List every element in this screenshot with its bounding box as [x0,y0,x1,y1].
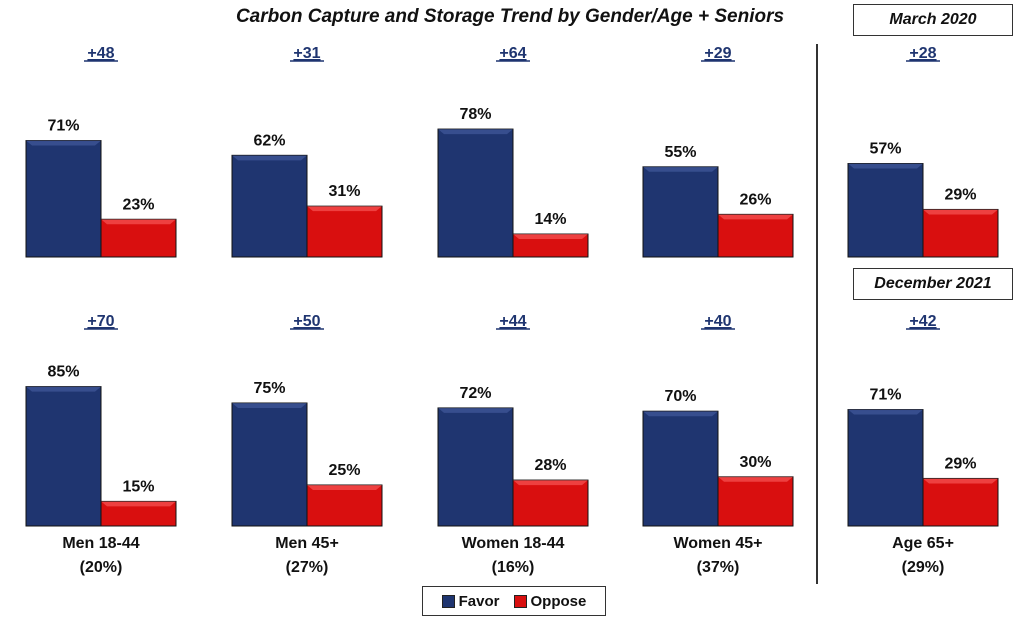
oppose-bar-men-18-44-2021-bevel [101,501,176,507]
favor-value-women-45--2021: 70% [664,388,696,405]
category-share: (27%) [285,559,329,576]
favor-value-age-65--2020: 57% [869,141,901,158]
category-label-men-45-: Men 45+ (27%) [217,532,397,580]
favor-value-women-18-44-2020: 78% [459,106,491,123]
category-label-women-18-44: Women 18-44 (16%) [423,532,603,580]
net-diff-age-65--2020: +28 [909,45,936,62]
favor-bar-women-18-44-2021 [437,407,514,527]
favor-bar-men-18-44-2021-bevel [26,386,101,392]
oppose-value-women-18-44-2020: 14% [534,211,566,228]
category-label-age-65-: Age 65+ (29%) [833,532,1013,580]
net-diff-men-18-44-2021: +70 [87,313,114,330]
category-name: Women 18-44 [461,535,565,552]
category-name: Age 65+ [892,535,954,552]
favor-bar-women-45--2021 [642,410,719,527]
favor-bar-men-18-44-2021 [25,386,102,527]
net-diff-women-45--2021: +40 [704,313,731,330]
category-label-men-18-44: Men 18-44 (20%) [11,532,191,580]
oppose-bar-women-45--2021-bevel [718,476,793,482]
favor-value-men-45--2021: 75% [253,380,285,397]
oppose-value-women-45--2020: 26% [739,191,771,208]
legend: Favor Oppose [422,586,606,616]
net-diff-women-18-44-2021: +44 [499,313,526,330]
net-diff-age-65--2021: +42 [909,313,936,330]
favor-bar-age-65--2021-bevel [848,409,923,415]
legend-item-oppose: Oppose [513,592,587,610]
oppose-bar-age-65--2021-bevel [923,478,998,484]
seniors-divider [816,44,818,584]
category-share: (16%) [491,559,535,576]
net-diff-men-18-44-2020: +48 [87,45,114,62]
favor-bar-women-45--2020 [642,166,719,258]
favor-value-age-65--2021: 71% [869,387,901,404]
favor-bar-women-45--2021-bevel [643,411,718,417]
chart-title: Carbon Capture and Storage Trend by Gend… [235,6,785,27]
oppose-bar-men-45--2021 [306,484,383,527]
oppose-swatch [513,594,527,608]
oppose-bar-women-18-44-2021 [512,479,589,527]
favor-value-men-45--2020: 62% [253,132,285,149]
net-diff-men-45--2021: +50 [293,313,320,330]
oppose-value-women-18-44-2021: 28% [534,457,566,474]
oppose-bar-men-45--2021-bevel [307,485,382,490]
favor-bar-women-18-44-2020-bevel [438,129,513,135]
category-label-women-45-: Women 45+ (37%) [628,532,808,580]
category-share: (37%) [696,559,740,576]
oppose-bar-age-65--2021 [922,477,999,527]
favor-bar-men-18-44-2020 [25,140,102,258]
favor-bar-men-18-44-2020-bevel [26,140,101,146]
oppose-value-men-18-44-2020: 23% [122,196,154,213]
legend-item-favor: Favor [441,592,500,610]
oppose-value-age-65--2021: 29% [944,455,976,472]
period-label-march-2020: March 2020 [853,4,1013,36]
favor-bar-age-65--2020 [847,163,924,258]
oppose-bar-men-18-44-2020 [100,218,177,258]
oppose-bar-women-18-44-2020-bevel [513,234,588,240]
oppose-value-men-18-44-2021: 15% [122,478,154,495]
net-diff-women-18-44-2020: +64 [499,45,526,62]
oppose-bar-men-18-44-2020-bevel [101,219,176,225]
oppose-value-age-65--2020: 29% [944,186,976,203]
favor-bar-men-45--2021-bevel [232,403,307,408]
oppose-bar-age-65--2020 [922,208,999,258]
period-label-december-2021: December 2021 [853,268,1013,300]
net-diff-women-45--2020: +29 [704,45,731,62]
favor-value-men-18-44-2021: 85% [47,364,79,381]
category-share: (29%) [901,559,945,576]
favor-bar-men-45--2020 [231,154,308,258]
net-diff-men-45--2020: +31 [293,45,320,62]
favor-bar-women-18-44-2021-bevel [438,407,513,413]
legend-label-favor: Favor [458,592,500,610]
favor-bar-men-45--2020-bevel [232,155,307,161]
oppose-bar-men-45--2020-bevel [307,206,382,212]
oppose-value-women-45--2021: 30% [739,454,771,471]
category-name: Women 45+ [673,535,763,552]
oppose-bar-women-45--2021 [717,476,794,527]
favor-bar-women-45--2020-bevel [643,166,718,172]
oppose-value-men-45--2020: 31% [328,183,360,200]
category-name: Men 18-44 [62,535,140,552]
category-share: (20%) [79,559,123,576]
favor-bar-age-65--2020-bevel [848,163,923,169]
oppose-bar-age-65--2020-bevel [923,209,998,215]
favor-value-men-18-44-2020: 71% [47,118,79,135]
oppose-bar-men-45--2020 [306,205,383,258]
oppose-value-men-45--2021: 25% [328,462,360,479]
legend-label-oppose: Oppose [530,592,587,610]
category-name: Men 45+ [275,535,339,552]
favor-bar-age-65--2021 [847,409,924,527]
favor-value-women-45--2020: 55% [664,144,696,161]
favor-swatch [441,594,455,608]
favor-bar-men-45--2021 [231,402,308,527]
favor-value-women-18-44-2021: 72% [459,385,491,402]
favor-bar-women-18-44-2020 [437,128,514,258]
oppose-bar-women-18-44-2021-bevel [513,480,588,486]
oppose-bar-women-45--2020-bevel [718,214,793,220]
oppose-bar-women-45--2020 [717,213,794,258]
